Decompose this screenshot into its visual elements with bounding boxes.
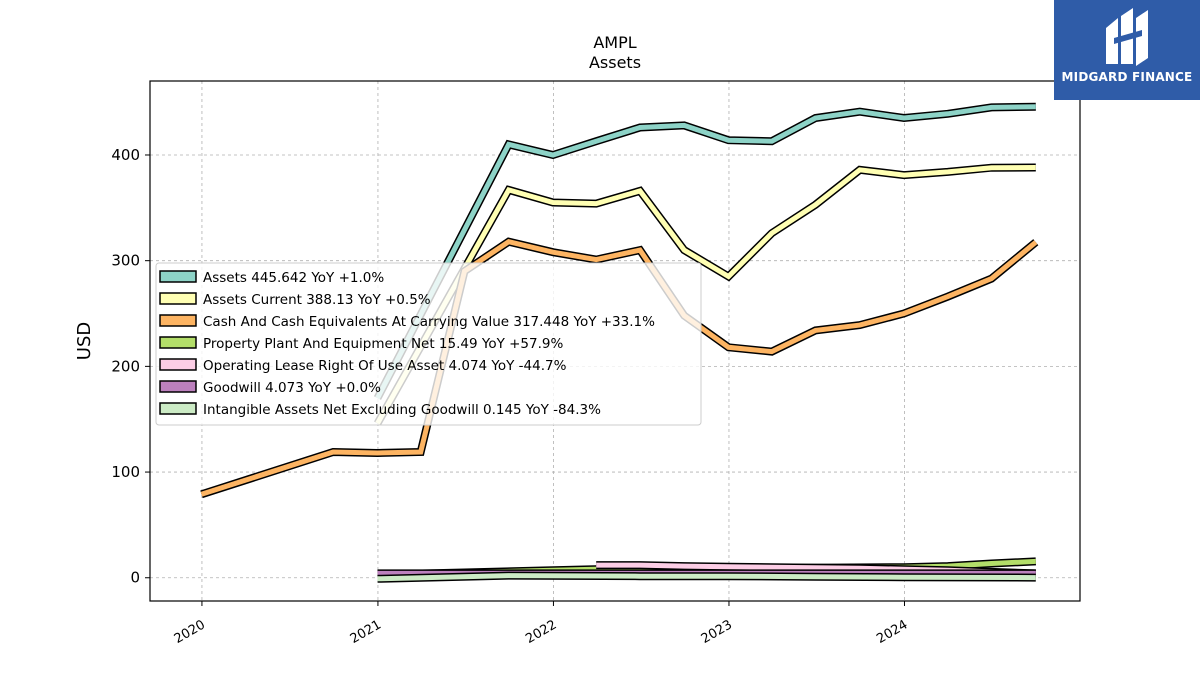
series-line-0 [375, 104, 1036, 400]
plot-lines [200, 102, 1039, 583]
legend-entry-4: Operating Lease Right Of Use Asset 4.074… [203, 358, 567, 374]
legend-entry-0: Assets 445.642 YoY +1.0% [203, 270, 384, 286]
legend-swatch-2 [159, 314, 197, 327]
legend-swatch-4 [159, 358, 197, 371]
y-axis: 0 100 200 300 400 [111, 146, 150, 587]
legend-swatch-0 [159, 270, 197, 283]
chart-title: AMPL [593, 33, 636, 52]
y-axis-label: USD [74, 322, 95, 360]
midgard-logo: MIDGARD FINANCE [1054, 0, 1200, 100]
series-line-1 [375, 165, 1036, 425]
y-tick-label: 100 [111, 463, 140, 481]
legend-swatch-6 [159, 402, 197, 415]
legend-swatch-1 [159, 292, 197, 305]
legend-entry-1: Assets Current 388.13 YoY +0.5% [203, 292, 431, 308]
y-tick-label: 300 [111, 252, 140, 270]
y-tick-label: 200 [111, 357, 140, 375]
midgard-logo-icon [1106, 8, 1148, 66]
chart-subtitle: Assets [589, 53, 641, 72]
logo-text: MIDGARD FINANCE [1061, 70, 1193, 84]
y-tick-label: 0 [130, 569, 140, 587]
legend-frame [155, 262, 702, 426]
y-tick-label: 400 [111, 146, 140, 164]
legend-swatch-3 [159, 336, 197, 349]
legend: Assets 445.642 YoY +1.0% Assets Current 3… [155, 262, 702, 426]
legend-swatch-5 [159, 380, 197, 393]
legend-entry-5: Goodwill 4.073 YoY +0.0% [203, 380, 381, 396]
plot-frame [149, 80, 1081, 602]
legend-entry-2: Cash And Cash Equivalents At Carrying Va… [203, 314, 655, 330]
legend-entry-6: Intangible Assets Net Excluding Goodwill… [203, 402, 601, 418]
series-line-6 [377, 573, 1036, 582]
legend-entry-3: Property Plant And Equipment Net 15.49 Y… [203, 336, 563, 352]
